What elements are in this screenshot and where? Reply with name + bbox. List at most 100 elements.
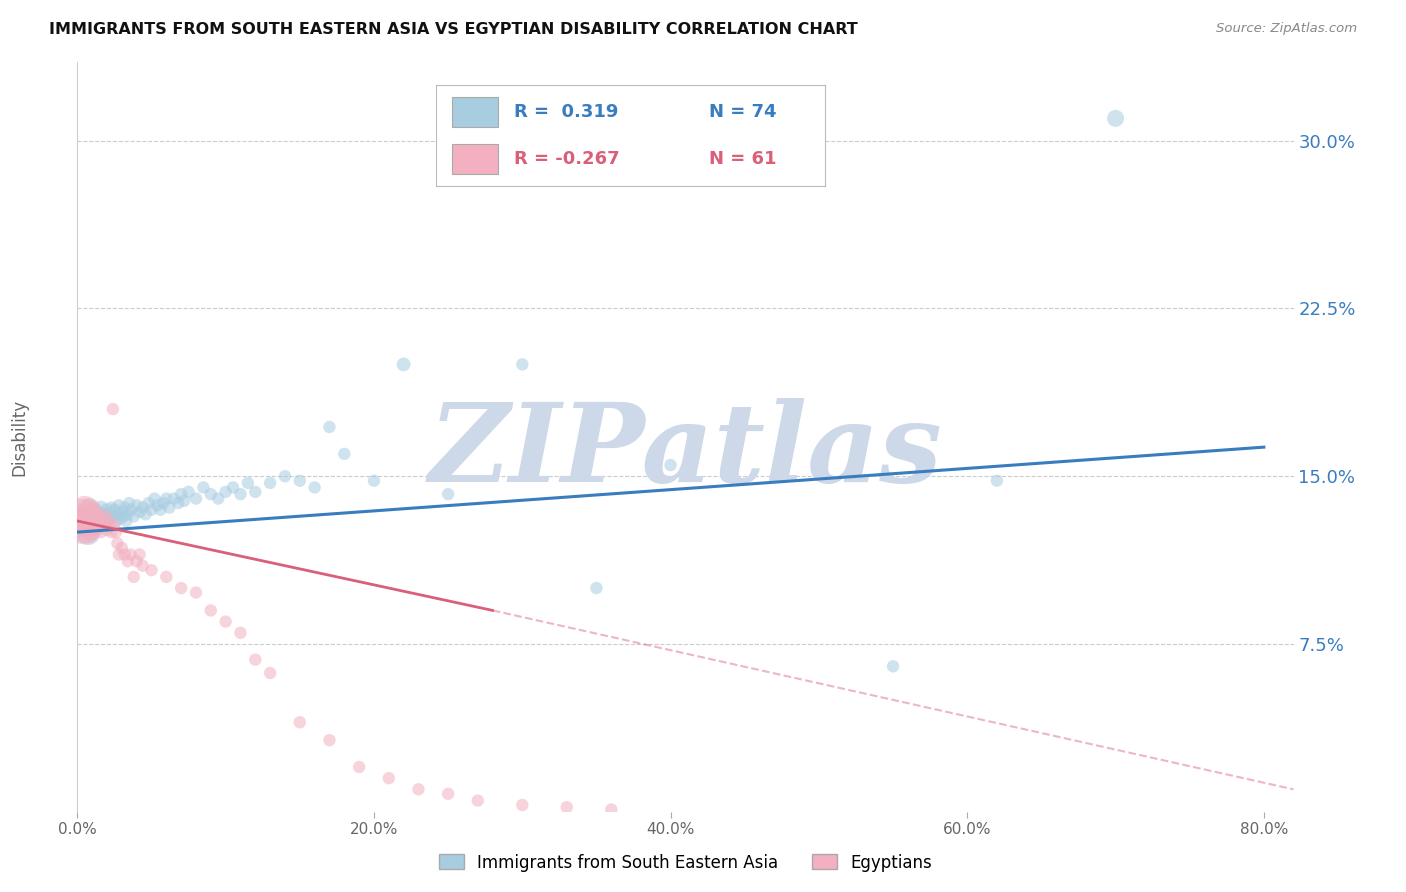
Point [347,760,370,774]
Point [76,509,98,524]
Point [77,502,100,516]
Point [72,508,94,522]
Point [111,541,134,555]
Point [98,512,121,526]
Point [111,505,134,519]
Point [79,514,101,528]
Point [114,500,136,515]
Point [510,358,533,372]
Point [222,480,245,494]
Point [73,514,96,528]
Point [288,715,311,730]
Point [437,487,460,501]
Point [90,500,112,515]
Point [155,491,177,506]
Point [84,516,107,531]
Point [73,518,96,533]
Point [245,652,267,666]
Point [585,581,607,595]
Point [155,570,177,584]
Point [131,558,153,573]
Point [229,487,252,501]
Point [100,500,122,515]
Point [86,509,108,524]
Point [214,615,236,629]
Point [600,802,623,816]
Point [437,787,460,801]
Point [86,505,108,519]
Point [76,525,98,540]
Point [108,498,131,512]
Point [304,480,326,494]
Point [259,475,281,490]
Point [108,548,131,562]
Point [70,518,93,533]
Point [135,508,157,522]
Point [100,525,122,540]
Point [94,509,117,524]
Point [333,447,356,461]
Point [122,570,145,584]
Point [259,666,281,681]
Point [510,797,533,812]
Point [83,502,105,516]
Point [101,509,124,524]
Point [184,585,207,599]
Point [105,536,128,550]
Point [408,782,430,797]
Point [207,491,229,506]
Point [125,554,148,568]
Point [91,514,114,528]
Point [200,603,222,617]
Point [86,523,108,537]
Point [77,502,100,516]
Point [97,514,120,528]
Point [84,518,107,533]
Point [163,491,186,506]
Point [363,474,385,488]
Point [138,496,160,510]
Point [318,733,340,747]
Point [82,509,104,524]
Point [157,500,180,515]
Point [76,525,98,540]
Point [79,525,101,540]
Legend: Immigrants from South Eastern Asia, Egyptians: Immigrants from South Eastern Asia, Egyp… [432,847,939,879]
Point [318,420,340,434]
Text: Source: ZipAtlas.com: Source: ZipAtlas.com [1216,22,1357,36]
Text: ZIPatlas: ZIPatlas [429,399,942,506]
Point [149,502,172,516]
Point [93,518,115,533]
Point [288,474,311,488]
Point [245,484,267,499]
Point [1104,112,1126,126]
Point [110,512,132,526]
Point [184,491,207,506]
Point [79,518,101,533]
Point [152,496,174,510]
Point [114,548,136,562]
Point [167,496,190,510]
Point [125,498,148,512]
Point [882,659,904,673]
Point [82,518,104,533]
Point [82,521,104,535]
Point [170,487,193,501]
Point [177,484,200,499]
Point [128,505,150,519]
Point [193,480,215,494]
Point [104,514,127,528]
Point [103,518,125,533]
Point [236,475,259,490]
Point [87,514,110,528]
Point [73,502,96,516]
Point [112,509,135,524]
Point [77,518,100,533]
Point [98,518,121,533]
Point [214,484,236,499]
Point [82,509,104,524]
Text: IMMIGRANTS FROM SOUTH EASTERN ASIA VS EGYPTIAN DISABILITY CORRELATION CHART: IMMIGRANTS FROM SOUTH EASTERN ASIA VS EG… [49,22,858,37]
Point [104,525,127,540]
Point [229,625,252,640]
Y-axis label: Disability: Disability [11,399,28,475]
